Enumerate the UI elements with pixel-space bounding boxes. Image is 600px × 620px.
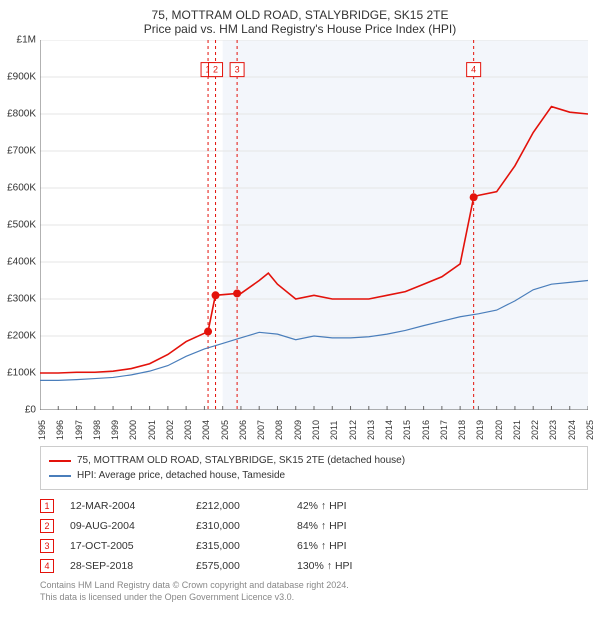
x-tick-label: 2007 — [256, 420, 266, 440]
x-tick-label: 2014 — [384, 420, 394, 440]
sale-price: £315,000 — [196, 540, 281, 552]
x-tick-label: 2008 — [274, 420, 284, 440]
legend-label: 75, MOTTRAM OLD ROAD, STALYBRIDGE, SK15 … — [77, 453, 405, 468]
y-tick-label: £0 — [25, 405, 36, 416]
x-tick-label: 2025 — [585, 420, 595, 440]
x-tick-label: 1996 — [55, 420, 65, 440]
footnote-line: This data is licensed under the Open Gov… — [40, 592, 588, 604]
y-axis-labels: £0£100K£200K£300K£400K£500K£600K£700K£80… — [0, 40, 38, 410]
chart-title-address: 75, MOTTRAM OLD ROAD, STALYBRIDGE, SK15 … — [10, 8, 590, 22]
x-tick-label: 2024 — [567, 420, 577, 440]
y-tick-label: £800K — [7, 109, 36, 120]
x-tick-label: 2004 — [201, 420, 211, 440]
y-tick-label: £500K — [7, 220, 36, 231]
x-tick-label: 2015 — [402, 420, 412, 440]
sale-number-box: 2 — [40, 519, 54, 533]
x-tick-label: 2013 — [366, 420, 376, 440]
x-tick-label: 2020 — [494, 420, 504, 440]
legend-swatch — [49, 475, 71, 477]
chart-container: 75, MOTTRAM OLD ROAD, STALYBRIDGE, SK15 … — [0, 0, 600, 620]
x-tick-label: 1998 — [92, 420, 102, 440]
x-tick-label: 2022 — [530, 420, 540, 440]
sale-pct: 42% ↑ HPI — [297, 500, 387, 512]
x-tick-label: 2012 — [348, 420, 358, 440]
y-tick-label: £400K — [7, 257, 36, 268]
x-tick-label: 2002 — [165, 420, 175, 440]
sale-date: 12-MAR-2004 — [70, 500, 180, 512]
sale-pct: 84% ↑ HPI — [297, 520, 387, 532]
svg-text:3: 3 — [235, 65, 240, 75]
x-tick-label: 2006 — [238, 420, 248, 440]
title-block: 75, MOTTRAM OLD ROAD, STALYBRIDGE, SK15 … — [0, 0, 600, 40]
sale-row: 2 09-AUG-2004 £310,000 84% ↑ HPI — [40, 516, 588, 536]
chart-plot-area: £0£100K£200K£300K£400K£500K£600K£700K£80… — [40, 40, 588, 410]
legend-swatch — [49, 460, 71, 462]
sale-row: 3 17-OCT-2005 £315,000 61% ↑ HPI — [40, 536, 588, 556]
sales-table: 1 12-MAR-2004 £212,000 42% ↑ HPI 2 09-AUG-200… — [40, 496, 588, 576]
legend-row-price-paid: 75, MOTTRAM OLD ROAD, STALYBRIDGE, SK15 … — [49, 453, 579, 468]
legend-row-hpi: HPI: Average price, detached house, Tame… — [49, 468, 579, 483]
x-tick-label: 2010 — [311, 420, 321, 440]
sale-date: 17-OCT-2005 — [70, 540, 180, 552]
x-tick-label: 1995 — [37, 420, 47, 440]
sale-date: 09-AUG-2004 — [70, 520, 180, 532]
legend-label: HPI: Average price, detached house, Tame… — [77, 468, 285, 483]
sale-date: 28-SEP-2018 — [70, 560, 180, 572]
y-tick-label: £1M — [17, 35, 36, 46]
y-tick-label: £700K — [7, 146, 36, 157]
sale-pct: 61% ↑ HPI — [297, 540, 387, 552]
x-tick-label: 2016 — [421, 420, 431, 440]
footnote: Contains HM Land Registry data © Crown c… — [40, 580, 588, 603]
sale-price: £310,000 — [196, 520, 281, 532]
y-tick-label: £300K — [7, 294, 36, 305]
y-tick-label: £200K — [7, 331, 36, 342]
svg-text:2: 2 — [213, 65, 218, 75]
sale-number-box: 1 — [40, 499, 54, 513]
sale-price: £212,000 — [196, 500, 281, 512]
sale-number-box: 4 — [40, 559, 54, 573]
legend: 75, MOTTRAM OLD ROAD, STALYBRIDGE, SK15 … — [40, 446, 588, 490]
sale-pct: 130% ↑ HPI — [297, 560, 387, 572]
sale-price: £575,000 — [196, 560, 281, 572]
y-tick-label: £600K — [7, 183, 36, 194]
x-tick-label: 1999 — [110, 420, 120, 440]
x-tick-label: 2000 — [128, 420, 138, 440]
x-axis-labels: 1995199619971998199920002001200220032004… — [40, 412, 588, 428]
footnote-line: Contains HM Land Registry data © Crown c… — [40, 580, 588, 592]
chart-svg: 1234 — [40, 40, 588, 410]
sale-row: 4 28-SEP-2018 £575,000 130% ↑ HPI — [40, 556, 588, 576]
x-tick-label: 2023 — [548, 420, 558, 440]
x-tick-label: 2021 — [512, 420, 522, 440]
x-tick-label: 2009 — [293, 420, 303, 440]
x-tick-label: 2018 — [457, 420, 467, 440]
x-tick-label: 2003 — [183, 420, 193, 440]
svg-text:4: 4 — [471, 65, 476, 75]
sale-row: 1 12-MAR-2004 £212,000 42% ↑ HPI — [40, 496, 588, 516]
sale-number-box: 3 — [40, 539, 54, 553]
x-tick-label: 2019 — [475, 420, 485, 440]
x-tick-label: 1997 — [74, 420, 84, 440]
chart-subtitle: Price paid vs. HM Land Registry's House … — [10, 22, 590, 36]
x-tick-label: 2001 — [147, 420, 157, 440]
y-tick-label: £100K — [7, 368, 36, 379]
x-tick-label: 2011 — [329, 421, 339, 440]
x-tick-label: 2017 — [439, 420, 449, 440]
x-tick-label: 2005 — [220, 420, 230, 440]
y-tick-label: £900K — [7, 72, 36, 83]
